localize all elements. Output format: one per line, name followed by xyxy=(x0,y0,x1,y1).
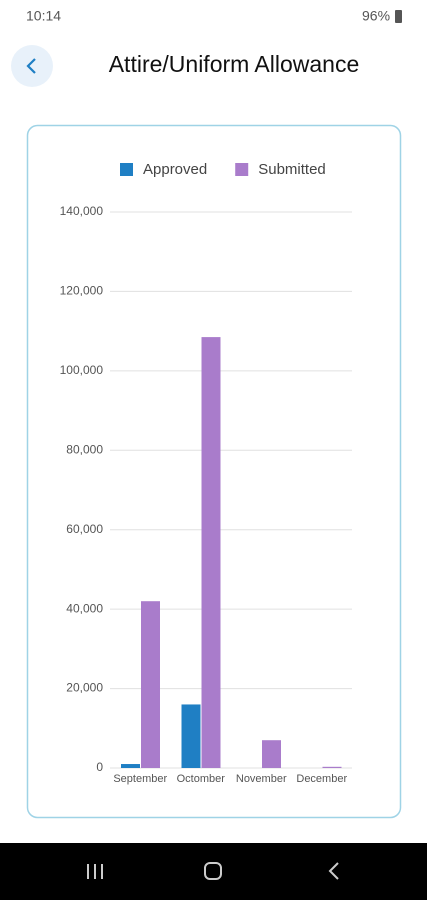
battery-icon xyxy=(395,10,402,23)
x-tick-label: December xyxy=(296,773,347,785)
bar xyxy=(322,766,342,768)
legend-swatch xyxy=(235,163,249,176)
y-tick-label: 60,000 xyxy=(66,522,103,536)
y-tick-label: 140,000 xyxy=(60,204,104,218)
nav-home[interactable] xyxy=(204,862,222,880)
y-tick-label: 0 xyxy=(96,760,103,774)
bar xyxy=(121,764,140,768)
bar xyxy=(181,704,201,768)
x-tick-label: September xyxy=(113,773,167,785)
x-tick-label: November xyxy=(236,773,287,785)
y-tick-label: 20,000 xyxy=(66,681,103,695)
y-tick-label: 80,000 xyxy=(66,442,103,456)
legend-label: Submitted xyxy=(258,161,326,178)
x-tick-label: Octomber xyxy=(177,773,226,785)
bar xyxy=(201,337,221,768)
chart: 0 20,000 40,000 60,000 80,000 100,000 120,000 1… xyxy=(60,161,352,785)
nav-recents[interactable] xyxy=(87,864,103,879)
status-battery: 96% xyxy=(362,8,390,24)
legend-swatch xyxy=(120,163,133,176)
back-icon xyxy=(26,58,36,74)
bar xyxy=(262,740,281,768)
y-tick-label: 120,000 xyxy=(60,284,104,298)
back-button[interactable] xyxy=(11,45,53,87)
y-tick-label: 100,000 xyxy=(60,363,104,377)
y-tick-label: 40,000 xyxy=(66,601,103,615)
bar xyxy=(141,601,160,768)
nav-back[interactable] xyxy=(328,862,339,880)
legend-label: Approved xyxy=(143,161,207,178)
nav-bar xyxy=(0,843,427,900)
status-time: 10:14 xyxy=(26,8,61,24)
page-title: Attire/Uniform Allowance xyxy=(109,51,360,77)
